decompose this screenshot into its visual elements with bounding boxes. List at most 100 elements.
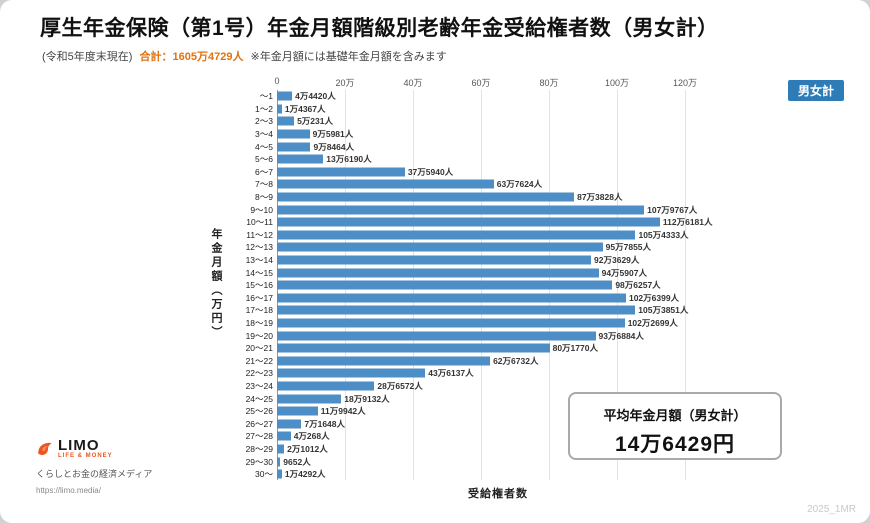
bar-area: 63万7624人 [277, 178, 719, 191]
value-label: 37万5940人 [407, 166, 454, 177]
value-label: 98万6257人 [615, 280, 661, 291]
chart-row: 25～26 11万9942人 [235, 405, 795, 418]
x-tick-label: 60万 [471, 78, 491, 88]
page-title: 厚生年金保険（第1号）年金月額階級別老齢年金受給権者数（男女計） [40, 17, 719, 40]
limo-logo: LIMO LIFE & MONEY [36, 438, 152, 459]
bar [277, 167, 405, 177]
category-label: ～1 [259, 91, 273, 102]
bar [277, 305, 636, 315]
category-label: 12～13 [245, 242, 273, 253]
value-label: 11万9942人 [320, 406, 366, 417]
bar [277, 469, 282, 479]
bar [277, 129, 310, 139]
bar [277, 381, 375, 391]
bar-area: 102万2699人 [277, 317, 719, 330]
source-footer: LIMO LIFE & MONEY くらしとお金の経済メディア https://… [36, 438, 152, 495]
bar [277, 179, 494, 189]
category-label: 6～7 [255, 166, 273, 177]
bar-area: 4万268人 [277, 430, 719, 443]
value-label: 7万1648人 [304, 418, 345, 429]
chart-row: 23～24 28万6572人 [235, 380, 795, 393]
bar [277, 457, 281, 467]
media-url: https://limo.media/ [36, 486, 101, 495]
value-label: 95万7855人 [605, 242, 652, 253]
value-label: 93万6884人 [598, 330, 644, 341]
bar [277, 431, 291, 441]
bar-area: 102万6399人 [277, 292, 719, 305]
bar-area: 37万5940人 [277, 166, 719, 179]
bar [277, 406, 318, 416]
category-label: 8～9 [255, 192, 273, 203]
average-pension-value: 14万6429円 [614, 433, 736, 456]
value-label: 105万4333人 [638, 229, 689, 240]
bar-area: 11万9942人 [277, 405, 719, 418]
chart-row: ～1 4万4420人 [235, 90, 795, 103]
value-label: 102万6399人 [628, 292, 680, 303]
value-label: 2万1012人 [287, 443, 328, 454]
value-label: 112万6181人 [662, 217, 713, 228]
chart-row: 18～19 102万2699人 [235, 317, 795, 330]
legend-badge: 男女計 [788, 80, 845, 101]
chart-row: 5～6 13万6190人 [235, 153, 795, 166]
page-subtitle: (令和5年度末現在) 合計：1605万4729人 ※年金月額には基礎年金月額を含… [42, 48, 447, 64]
category-label: 24～25 [245, 393, 273, 404]
y-axis-title: 年金月額（万円） [210, 228, 222, 340]
value-label: 28万6572人 [377, 380, 423, 391]
bar-area: 107万9767人 [277, 203, 719, 216]
value-label: 43万6137人 [428, 368, 474, 379]
chart-row: 14～15 94万5907人 [235, 266, 795, 279]
bar [277, 142, 311, 152]
media-tagline: くらしとお金の経済メディア [36, 469, 153, 479]
bar [277, 280, 613, 290]
bar [277, 255, 592, 265]
subtitle-note: ※年金月額には基礎年金月額を含みます [250, 51, 447, 63]
chart-row: 4～5 9万8464人 [235, 140, 795, 153]
bar [277, 116, 295, 126]
bar-area: 1万4292人 [277, 468, 719, 481]
value-label: 1万4292人 [284, 469, 326, 480]
category-label: 5～6 [255, 154, 273, 165]
bar-area: 9万5981人 [277, 128, 719, 141]
category-label: 20～21 [245, 343, 273, 354]
value-label: 4万268人 [293, 431, 330, 442]
category-label: 10～11 [246, 217, 273, 228]
bar [277, 154, 324, 164]
value-label: 13万6190人 [326, 154, 372, 165]
bar-rows: ～1 4万4420人 1～2 1万4367人 2～3 5万231人 3～4 9万5981人 4～… [235, 90, 795, 480]
value-label: 9652人 [283, 456, 311, 467]
chart-row: 15～16 98万6257人 [235, 279, 795, 292]
limo-tagline-small: LIFE & MONEY [58, 453, 113, 459]
bar-area: 5万231人 [277, 115, 719, 128]
chart-row: 8～9 87万3828人 [235, 191, 795, 204]
value-label: 94万5907人 [601, 267, 647, 278]
subtitle-date: (令和5年度末現在) [42, 51, 133, 63]
watermark: 2025_1MR [807, 504, 856, 515]
category-label: 9～10 [250, 204, 273, 215]
x-tick-label: 20万 [335, 78, 355, 88]
category-label: 11～12 [246, 229, 273, 240]
chart-row: 27～28 4万268人 [235, 430, 795, 443]
bar-area: 95万7855人 [277, 241, 719, 254]
bar-area: 9652人 [277, 455, 719, 468]
chart-row: 6～7 37万5940人 [235, 166, 795, 179]
category-label: 16～17 [245, 292, 273, 303]
bar [277, 318, 625, 328]
category-label: 4～5 [255, 141, 273, 152]
bar-area: 80万1770人 [277, 342, 719, 355]
chart-row: 16～17 102万6399人 [235, 292, 795, 305]
bar [277, 343, 550, 353]
category-label: 15～16 [245, 280, 273, 291]
category-label: 28～29 [245, 443, 273, 454]
value-label: 63万7624人 [496, 179, 543, 190]
bar [277, 356, 491, 366]
bar-area: 2万1012人 [277, 443, 719, 456]
bar [277, 331, 596, 341]
chart-row: 7～8 63万7624人 [235, 178, 795, 191]
category-label: 3～4 [255, 129, 273, 140]
average-pension-label: 平均年金月額（男女計） [603, 408, 747, 423]
chart-row: 22～23 43万6137人 [235, 367, 795, 380]
chart-row: 3～4 9万5981人 [235, 128, 795, 141]
value-label: 105万3851人 [638, 305, 689, 316]
value-label: 80万1770人 [552, 343, 598, 354]
